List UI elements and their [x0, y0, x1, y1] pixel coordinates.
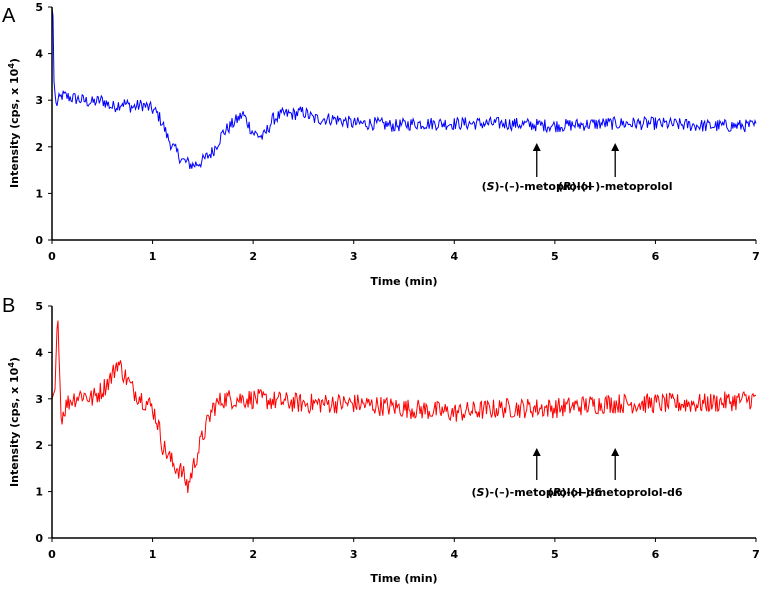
- x-tick-label: 7: [752, 548, 760, 561]
- annotation-arrow-head: [611, 448, 620, 456]
- trace-series-a: [51, 6, 757, 169]
- y-tick-label: 1: [35, 187, 43, 200]
- x-tick-label: 1: [149, 548, 157, 561]
- x-tick-label: 4: [450, 250, 458, 263]
- x-tick-label: 3: [350, 250, 358, 263]
- y-tick-label: 3: [35, 94, 43, 107]
- x-ticks-b: 0 1 2 3 4 5 6 7: [48, 538, 760, 561]
- x-tick-label: 6: [652, 250, 660, 263]
- x-tick-label: 7: [752, 250, 760, 263]
- annotation-label: (R)-(+)-metoprolol-d6: [548, 486, 683, 499]
- annotation-arrow-head: [611, 143, 620, 151]
- y-ticks-b: 0 1 2 3 4 5: [35, 300, 52, 545]
- x-tick-label: 5: [551, 548, 559, 561]
- y-tick-label: 3: [35, 393, 43, 406]
- annotation-label: (S)-(–)-metoprolol: [482, 180, 592, 193]
- x-tick-label: 0: [48, 250, 56, 263]
- x-tick-label: 2: [249, 548, 257, 561]
- x-tick-label: 3: [350, 548, 358, 561]
- y-tick-label: 4: [35, 346, 43, 359]
- annotation-label: (R)-(+)-metoprolol: [558, 180, 673, 193]
- y-ticks-a: 0 1 2 3 4 5: [35, 1, 52, 247]
- y-tick-label: 5: [35, 1, 43, 14]
- x-tick-label: 4: [450, 548, 458, 561]
- y-tick-label: 0: [35, 532, 43, 545]
- x-tick-label: 6: [652, 548, 660, 561]
- panel-label-b: B: [2, 295, 15, 317]
- y-axis-label-b: Intensity (cps, x 104): [7, 357, 21, 487]
- panel-b: B Intensity (cps, x 104) 0 1 2 3 4 5 0 1 2 3 4 5 6 7…: [2, 295, 760, 585]
- x-tick-label: 2: [249, 250, 257, 263]
- y-tick-label: 2: [35, 439, 43, 452]
- x-tick-label: 5: [551, 250, 559, 263]
- panel-a: A Intensity (cps, x 104) 0 1 2 3 4 5 0 1 2 3 4 5 6 7…: [2, 1, 760, 288]
- x-ticks-a: 0 1 2 3 4 5 6 7: [48, 240, 760, 263]
- annotation-arrow-head: [532, 448, 541, 456]
- x-axis-label-a: Time (min): [370, 275, 437, 288]
- y-tick-label: 0: [35, 234, 43, 247]
- annotations-a: (S)-(–)-metoprolol(R)-(+)-metoprolol: [482, 143, 673, 193]
- x-tick-label: 1: [149, 250, 157, 263]
- x-axis-label-b: Time (min): [370, 572, 437, 585]
- annotation-arrow-head: [532, 143, 541, 151]
- annotation-label: (S)-(–)-metoprolol-d6: [472, 486, 603, 499]
- x-tick-label: 0: [48, 548, 56, 561]
- trace-series-b: [51, 320, 757, 494]
- y-tick-label: 5: [35, 300, 43, 313]
- annotations-b: (S)-(–)-metoprolol-d6(R)-(+)-metoprolol-…: [472, 448, 683, 499]
- y-axis-label-a: Intensity (cps, x 104): [7, 58, 21, 188]
- y-tick-label: 2: [35, 141, 43, 154]
- y-tick-label: 4: [35, 48, 43, 61]
- y-tick-label: 1: [35, 486, 43, 499]
- panel-label-a: A: [2, 5, 16, 27]
